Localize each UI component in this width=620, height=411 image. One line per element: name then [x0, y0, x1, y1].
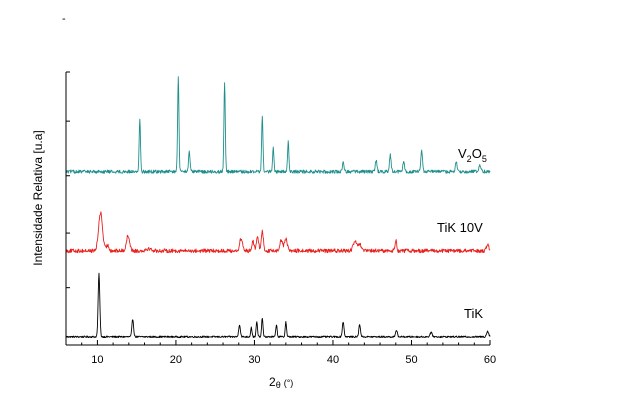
x-tick-label: 50	[405, 354, 417, 366]
x-tick-label: 60	[484, 354, 496, 366]
x-ticks: 10 20 30 40 50 60	[65, 340, 496, 366]
legend-tik-10v: TiK 10V	[437, 220, 483, 235]
stray-mark: -	[62, 13, 66, 25]
legend-tik: TiK	[464, 306, 483, 321]
series-line-tik	[65, 272, 491, 339]
x-axis-label-unit: (°)	[284, 378, 294, 388]
x-tick-label: 30	[248, 354, 260, 366]
series-line-v2o5	[65, 76, 491, 174]
series-line-tik-10v	[65, 211, 491, 254]
x-axis-label-theta: θ	[276, 380, 281, 390]
x-tick-label: 40	[327, 354, 339, 366]
axes	[65, 71, 490, 346]
x-tick-label: 20	[170, 354, 182, 366]
x-tick-label: 10	[91, 354, 103, 366]
legend-v2o5: V2O5	[458, 146, 487, 164]
x-axis-label-main: 2	[269, 375, 276, 389]
y-axis-label: Intensidade Relativa [u.a]	[31, 130, 45, 265]
plot-area	[65, 76, 491, 339]
x-axis-label: 2θ (°)	[269, 375, 293, 390]
